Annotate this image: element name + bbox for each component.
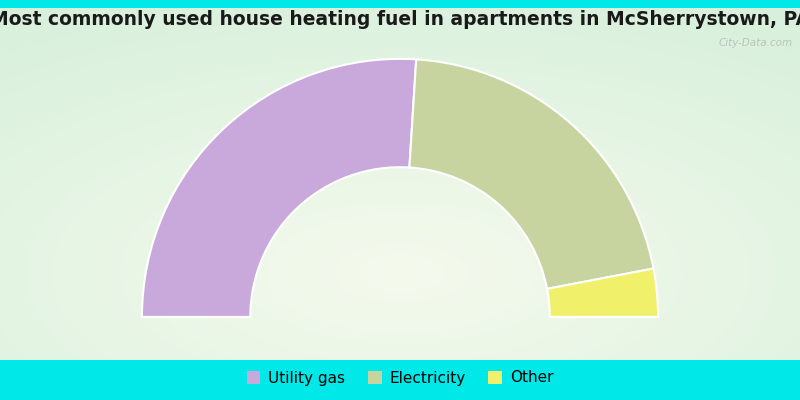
Text: Most commonly used house heating fuel in apartments in McSherrystown, PA: Most commonly used house heating fuel in… <box>0 10 800 29</box>
Wedge shape <box>410 59 654 289</box>
Legend: Utility gas, Electricity, Other: Utility gas, Electricity, Other <box>246 370 554 386</box>
Wedge shape <box>547 268 658 317</box>
Text: City-Data.com: City-Data.com <box>718 38 792 48</box>
Wedge shape <box>142 59 416 317</box>
